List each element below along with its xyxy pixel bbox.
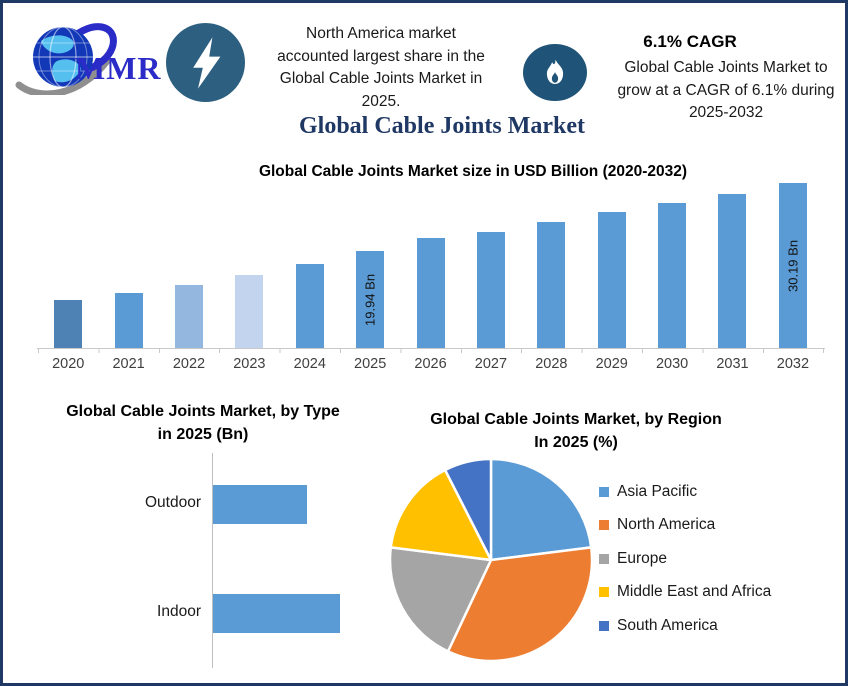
bar-slot-2030 [642,178,702,348]
bar-slot-2027 [461,178,521,348]
pie-slice-middle-east-and-africa [389,468,493,562]
pie-slice-south-america [443,457,493,562]
legend-item-europe: Europe [599,542,771,576]
x-axis-ticks [38,349,824,353]
callout-line: Global Cable Joints Market in [279,70,483,87]
bar-slot-2029 [582,178,642,348]
legend-swatch [599,587,609,598]
bar-2028 [537,222,566,348]
legend-label: Europe [617,549,667,567]
page-title: Global Cable Joints Market [299,113,585,139]
legend-label: Asia Pacific [617,482,698,500]
type-label-indoor: Indoor [157,603,201,620]
bar-chart-plot: 19.94 Bn 30.19 Bn [38,178,823,348]
bar-2031 [718,194,747,348]
callout-line: accounted largest share in the [277,47,485,65]
legend-swatch [599,553,609,564]
legend-item-middle-east-and-africa: Middle East and Africa [599,576,771,610]
legend-swatch [599,486,609,497]
legend-label: South America [617,616,718,634]
type-label-outdoor: Outdoor [144,494,201,511]
legend-label: Middle East and Africa [617,583,772,601]
x-label-2030: 2030 [655,356,689,372]
legend-label: North America [617,516,716,534]
legend-item-south-america: South America [599,609,771,643]
bar-slot-2022 [159,178,219,348]
type-bar-outdoor [213,485,307,524]
region-legend: Asia Pacific North America Europe Middle Ea… [599,475,771,643]
x-label-2031: 2031 [716,356,749,372]
pie-slice-asia-pacific [489,457,593,562]
cagr-heading: 6.1% CAGR [643,32,737,51]
bar-2025: 19.94 Bn [356,251,385,348]
x-label-2026: 2026 [414,356,447,372]
type-chart-title-line: in 2025 (Bn) [157,426,249,443]
lightning-badge [166,23,245,102]
bar-2027 [476,232,505,348]
lightning-icon [192,36,220,89]
x-label-2032: 2032 [776,356,810,372]
legend-swatch [599,520,609,531]
flame-badge [523,44,587,101]
mmr-logo: MMR [13,17,173,95]
type-chart-plot: Outdoor Indoor [33,451,393,671]
region-pie [388,457,594,663]
bar-slot-2024 [280,178,340,348]
type-bar-indoor [213,594,340,633]
cagr-line: grow at a CAGR of 6.1% during [617,81,835,99]
bar-data-label-2032: 30.19 Bn [785,239,801,292]
bar-2026 [416,238,445,348]
x-label-2028: 2028 [535,356,568,372]
y-axis-line [212,453,213,668]
x-label-2027: 2027 [474,356,508,372]
x-axis-line [37,348,825,349]
bar-slot-2031 [702,178,762,348]
legend-item-north-america: North America [599,509,771,543]
logo-wordmark: MMR [75,50,162,86]
region-chart-title: Global Cable Joints Market, by Region In… [403,408,749,454]
bar-2030 [658,203,687,348]
callout-text: North America market accounted largest s… [253,23,509,113]
bar-2029 [597,212,626,348]
globe-icon [15,23,117,95]
bar-slot-2023 [219,178,279,348]
bar-slot-2021 [98,178,158,348]
cagr-description: Global Cable Joints Market to grow at a … [604,57,845,125]
bar-slot-2026 [400,178,460,348]
callout-line: 2025. [361,92,401,110]
x-label-2025: 2025 [354,356,387,372]
bar-2022 [174,285,203,348]
x-label-2023: 2023 [233,356,266,372]
pie-slice-europe [388,546,493,653]
x-label-2022: 2022 [172,356,206,372]
bar-2024 [295,264,324,348]
x-label-2029: 2029 [595,356,628,372]
legend-swatch [599,620,609,631]
region-chart-title-line: In 2025 (%) [534,434,618,451]
bar-slot-2020 [38,178,98,348]
bar-2023 [235,275,264,348]
bar-slot-2032: 30.19 Bn [763,178,823,348]
type-chart-title-line: Global Cable Joints Market, by Type [66,403,340,420]
bar-2032: 30.19 Bn [778,183,807,348]
flame-icon [546,59,564,84]
x-label-2020: 2020 [52,356,85,372]
bar-data-label-2025: 19.94 Bn [362,273,378,326]
cagr-line: 2025-2032 [688,104,764,121]
region-chart-title-line: Global Cable Joints Market, by Region [430,411,722,428]
bar-2020 [54,300,83,348]
market-size-chart-title: Global Cable Joints Market size in USD B… [258,163,688,180]
type-chart-title: Global Cable Joints Market, by Type in 2… [33,400,373,446]
x-label-2024: 2024 [293,356,326,372]
x-axis-labels: 2020 2021 2022 2023 2024 2025 2026 2027 2028 2029… [38,356,823,372]
bar-2021 [114,293,143,348]
cagr-line: Global Cable Joints Market to [624,59,828,76]
bar-slot-2025: 19.94 Bn [340,178,400,348]
legend-item-asia-pacific: Asia Pacific [599,475,771,509]
x-label-2021: 2021 [112,356,145,372]
bar-slot-2028 [521,178,581,348]
callout-line: North America market [306,25,456,42]
